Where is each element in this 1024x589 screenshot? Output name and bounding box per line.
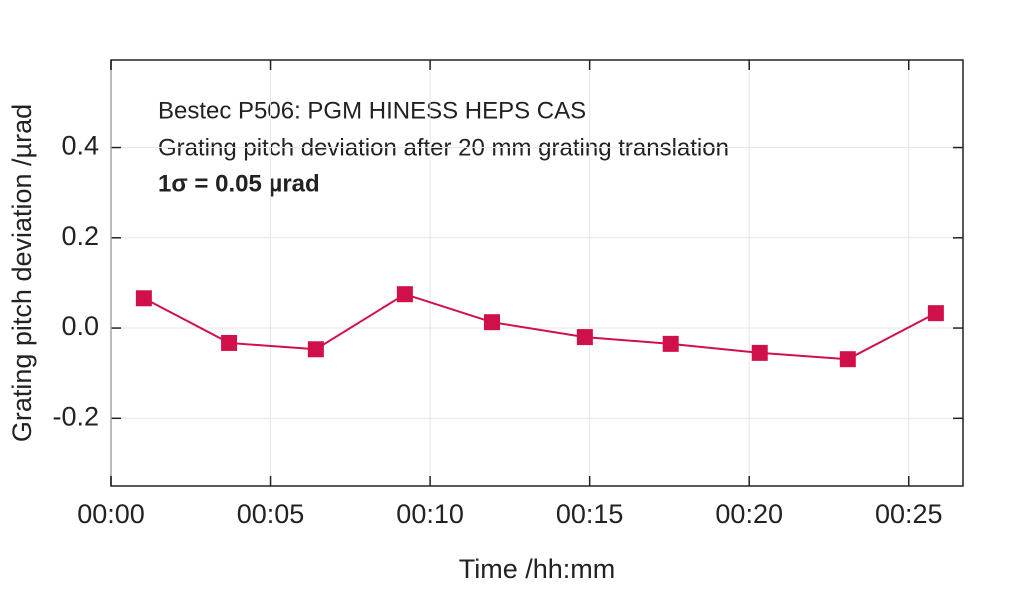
x-tick-label: 00:20 xyxy=(715,499,783,529)
data-point xyxy=(396,286,413,303)
x-tick-label: 00:05 xyxy=(237,499,305,529)
annotation: 1σ = 0.05 µrad xyxy=(158,170,320,197)
y-tick-label: 0.4 xyxy=(61,131,99,161)
y-tick-label: 0.2 xyxy=(61,221,99,251)
data-point xyxy=(662,335,679,352)
data-point xyxy=(221,334,238,351)
data-point xyxy=(751,344,768,361)
x-tick-label: 00:15 xyxy=(556,499,624,529)
y-axis-label: Grating pitch deviation /µrad xyxy=(7,104,37,442)
x-tick-label: 00:00 xyxy=(77,499,145,529)
x-tick-label: 00:25 xyxy=(875,499,943,529)
data-point xyxy=(576,329,593,346)
annotation: Bestec P506: PGM HINESS HEPS CAS xyxy=(158,97,586,124)
data-point xyxy=(484,314,501,331)
data-point xyxy=(307,341,324,358)
y-tick-label: 0.0 xyxy=(61,311,99,341)
data-point xyxy=(135,290,152,307)
x-tick-label: 00:10 xyxy=(396,499,464,529)
data-point xyxy=(839,351,856,368)
y-tick-label: -0.2 xyxy=(52,401,99,431)
data-line xyxy=(143,293,937,361)
data-point xyxy=(927,305,944,322)
x-axis-label: Time /hh:mm xyxy=(459,554,616,584)
